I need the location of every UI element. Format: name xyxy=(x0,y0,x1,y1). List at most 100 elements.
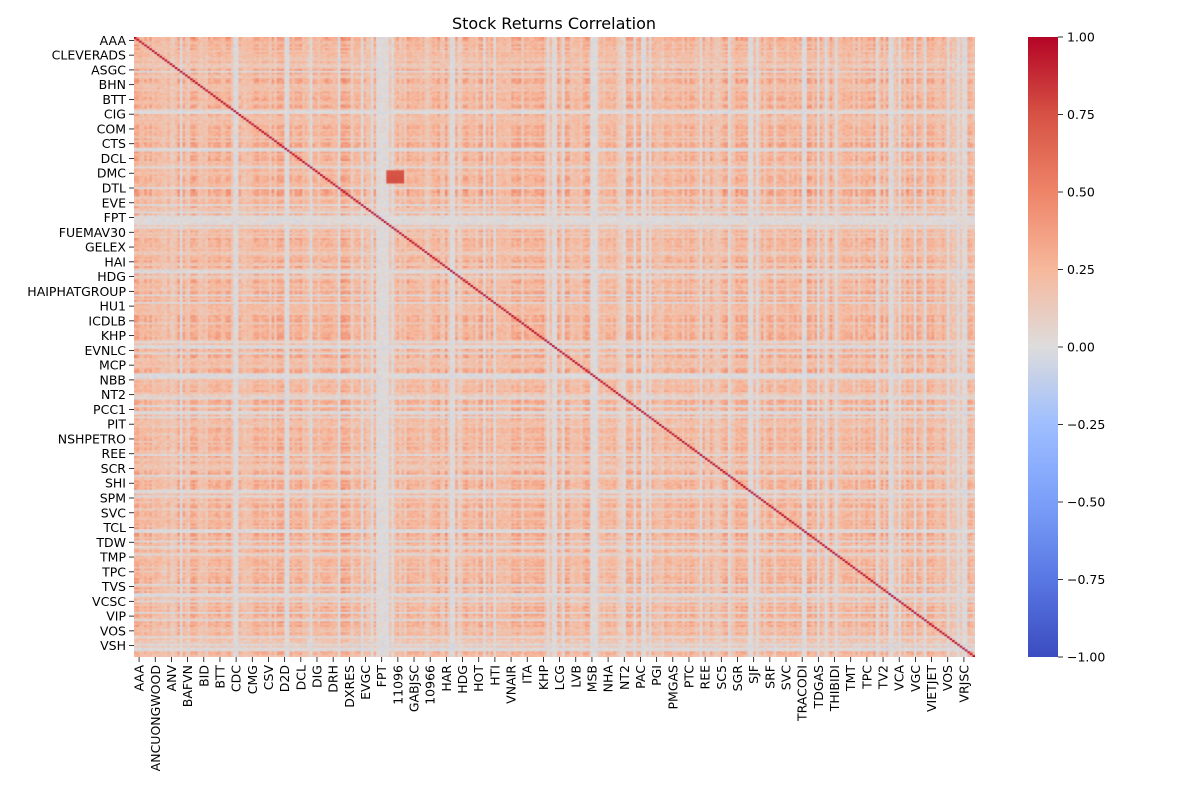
x-tick-label: AAA xyxy=(132,665,147,692)
x-tick-label: CMG xyxy=(245,665,260,694)
y-tick-label: BTT xyxy=(102,92,126,107)
x-tick-label: TRACODI xyxy=(795,665,810,722)
y-tick-label: CIG xyxy=(104,107,126,122)
y-tick-label: HDG xyxy=(97,269,126,284)
colorbar-tick-label: 1.00 xyxy=(1067,30,1095,45)
x-tick-label: SGR xyxy=(730,665,745,692)
y-tick-label: EVNLC xyxy=(85,343,127,358)
y-axis-tick-labels: AAACLEVERADSASGCBHNBTTCIGCOMCTSDCLDMCDTL… xyxy=(27,33,134,653)
x-tick-label: CDC xyxy=(229,665,244,692)
y-tick-label: HAIPHATGROUP xyxy=(27,284,126,299)
chart-title: Stock Returns Correlation xyxy=(452,14,656,33)
colorbar-tick-label: −0.25 xyxy=(1067,417,1105,432)
x-tick-label: EVGC xyxy=(358,665,373,700)
x-tick-label: THIBIDI xyxy=(827,665,842,712)
y-tick-label: HAI xyxy=(104,254,126,269)
x-tick-label: FPT xyxy=(374,665,389,688)
y-tick-label: DCL xyxy=(101,151,126,166)
x-tick-label: REE xyxy=(698,665,713,690)
x-tick-label: PMGAS xyxy=(665,665,680,710)
x-tick-label: NT2 xyxy=(617,665,632,690)
x-tick-label: HAR xyxy=(439,665,454,692)
y-tick-label: HU1 xyxy=(99,299,126,314)
colorbar-tick-label: 0.25 xyxy=(1067,262,1095,277)
colorbar: 1.00 0.75 0.50 0.25 0.00 −0.25 −0.50 −0.75 −1.00 xyxy=(1028,30,1105,665)
x-tick-label: GABJSC xyxy=(407,665,422,712)
x-tick-label: DCL xyxy=(293,665,308,690)
y-tick-label: FPT xyxy=(104,210,127,225)
y-tick-label: CTS xyxy=(102,136,126,151)
y-tick-label: BHN xyxy=(99,77,126,92)
x-tick-label: TMT xyxy=(843,665,858,692)
y-tick-label: COM xyxy=(97,121,126,136)
y-tick-label: KHP xyxy=(101,328,127,343)
y-tick-label: VSH xyxy=(100,638,126,653)
x-tick-label: ANV xyxy=(164,665,179,692)
y-tick-label: FUEMAV30 xyxy=(59,225,126,240)
y-tick-label: TDW xyxy=(95,535,126,550)
y-tick-label: VOS xyxy=(100,623,126,638)
x-tick-label: VOS xyxy=(940,665,955,691)
x-tick-label: SJF xyxy=(746,665,761,684)
x-tick-label: LVB xyxy=(568,665,583,688)
y-tick-label: NBB xyxy=(99,372,126,387)
y-tick-label: TVS xyxy=(101,579,126,594)
x-tick-label: LCG xyxy=(552,665,567,690)
x-tick-label: D2D xyxy=(277,665,292,692)
y-tick-label: TMP xyxy=(99,550,126,565)
x-tick-label: ITA xyxy=(520,665,535,684)
y-tick-label: NT2 xyxy=(101,387,126,402)
y-tick-label: EVE xyxy=(102,195,126,210)
y-tick-label: SHI xyxy=(105,476,126,491)
x-tick-label: DXRES xyxy=(342,665,357,708)
y-tick-label: PIT xyxy=(107,417,126,432)
y-tick-label: GELEX xyxy=(85,240,126,255)
x-tick-label: 10966 xyxy=(423,665,438,705)
colorbar-ticks: 1.00 0.75 0.50 0.25 0.00 −0.25 −0.50 −0.75 −1.00 xyxy=(1058,30,1105,665)
x-tick-label: VGC xyxy=(908,665,923,692)
x-tick-label: PGI xyxy=(649,665,664,686)
x-axis-tick-labels: AAA ANCUONGWOOD ANV BAFVN BID BTT CDC CMG CSV D2D… xyxy=(132,657,971,771)
x-tick-label: BTT xyxy=(212,665,227,689)
x-tick-label: PTC xyxy=(681,665,696,688)
y-tick-label: VIP xyxy=(106,609,126,624)
x-tick-label: DRH xyxy=(326,665,341,693)
x-tick-label: PAC xyxy=(633,665,648,689)
y-tick-label: TCL xyxy=(102,520,126,535)
x-tick-label: SRF xyxy=(762,665,777,689)
heatmap-plot-area xyxy=(134,37,975,657)
x-tick-label: VCA xyxy=(892,665,907,691)
heatmap-cells xyxy=(134,37,975,657)
y-tick-label: SVC xyxy=(101,505,126,520)
x-tick-label: KHP xyxy=(536,665,551,691)
x-tick-label: HOT xyxy=(471,665,486,692)
y-tick-label: VCSC xyxy=(92,594,126,609)
x-tick-label: TV2 xyxy=(876,665,891,690)
colorbar-tick-label: −0.50 xyxy=(1067,495,1105,510)
x-tick-label: VRJSC xyxy=(956,665,971,703)
x-tick-label: HDG xyxy=(455,665,470,694)
x-tick-label: MSB xyxy=(584,665,599,692)
x-tick-label: VNAIR xyxy=(504,665,519,704)
y-tick-label: CLEVERADS xyxy=(52,48,126,63)
x-tick-label: SVC xyxy=(779,665,794,690)
y-tick-label: DTL xyxy=(102,181,126,196)
y-tick-label: REE xyxy=(102,446,127,461)
x-tick-label: DIG xyxy=(309,665,324,688)
colorbar-tick-label: −1.00 xyxy=(1067,650,1105,665)
y-tick-label: TPC xyxy=(101,564,126,579)
x-tick-label: VIETJET xyxy=(924,665,939,712)
x-tick-label: HTI xyxy=(487,665,502,686)
y-tick-label: ASGC xyxy=(91,62,126,77)
x-tick-label: 11096 xyxy=(390,665,405,705)
x-tick-label: CSV xyxy=(261,665,276,691)
x-tick-label: TPC xyxy=(859,665,874,690)
x-tick-label: TDGAS xyxy=(811,665,826,709)
colorbar-tick-label: 0.00 xyxy=(1067,340,1095,355)
x-tick-label: ANCUONGWOOD xyxy=(148,665,163,771)
y-tick-label: AAA xyxy=(100,33,127,48)
y-tick-label: NSHPETRO xyxy=(58,431,126,446)
y-tick-label: PCC1 xyxy=(93,402,126,417)
x-tick-label: SC5 xyxy=(714,665,729,690)
